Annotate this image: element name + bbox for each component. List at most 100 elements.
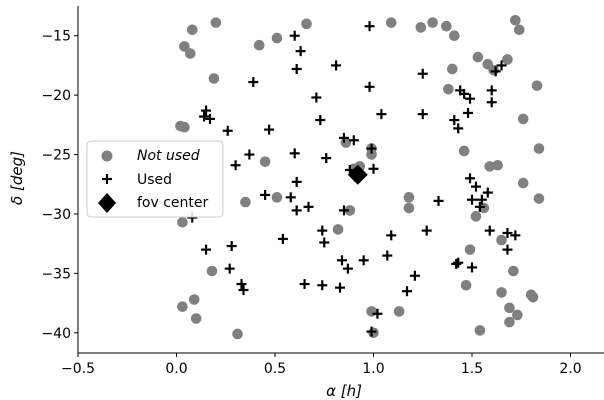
used-point [482,187,493,198]
used-point [315,115,326,126]
legend-marker-fov-center [98,193,116,213]
used-point [336,255,347,266]
x-tick-label: 1.5 [461,361,483,377]
used-point [401,286,412,297]
y-tick-label: −25 [41,148,71,164]
not-used-point [474,325,486,336]
used-point [366,326,377,337]
used-point [236,279,247,290]
used-point [201,105,212,116]
not-used-point [470,211,482,222]
not-used-point [415,22,427,33]
x-axis: −0.5 0.0 0.5 1.0 1.5 2.0 [61,352,604,377]
used-point [289,148,300,159]
not-used-point [502,54,513,65]
used-point [311,92,322,103]
used-point [486,97,497,108]
used-point [467,262,478,273]
used-point [502,227,513,238]
legend-marker-not-used [101,150,113,162]
not-used-point [403,202,415,214]
not-used-point [448,30,460,42]
not-used-point [513,24,525,36]
used-point [409,270,420,281]
used-point [465,173,476,184]
used-point [453,257,464,268]
not-used-point [484,161,496,172]
not-used-point [517,177,529,189]
not-used-point [368,327,379,339]
not-used-point [517,113,529,125]
used-point [201,244,212,255]
not-used-point [259,156,271,167]
fov-center-point [347,164,368,185]
not-used-point [210,17,222,28]
not-used-point [403,192,415,203]
used-point [474,201,485,212]
legend-label-not-used: Not used [137,148,200,164]
y-axis-label: δ [deg] [8,151,26,205]
not-used-point [525,289,537,301]
not-used-point [492,159,503,171]
used-point [319,237,330,248]
plot-area [175,14,545,340]
not-used-point [179,121,190,133]
used-point [335,282,346,293]
not-used-point [188,294,200,305]
x-axis-label: α [h] [326,382,362,400]
used-point [510,230,521,241]
used-point [449,115,460,126]
used-point [358,255,369,266]
used-point [421,225,432,236]
used-point [338,132,349,143]
used-point [342,263,353,274]
used-point [364,81,375,92]
y-axis: −15 −20 −25 −30 −35 −40 [41,6,79,353]
used-point [463,107,474,118]
used-point [264,124,275,135]
not-used-point [186,24,198,36]
not-used-point [177,301,188,312]
used-point [502,244,513,255]
used-point [467,194,478,205]
not-used-point [332,224,344,235]
not-used-point [496,287,507,298]
not-used-point [496,234,507,246]
used-point [476,194,487,205]
used-point [364,21,375,32]
used-point [321,153,332,164]
not-used-point [190,313,202,324]
used-point [338,205,349,216]
used-point [386,230,397,241]
used-point [484,225,495,236]
not-used-point [447,63,458,75]
not-used-point [531,80,543,91]
used-point [224,263,235,274]
used-point [244,149,255,160]
used-point [285,192,296,203]
used-point [331,60,342,71]
x-tick-label: 0.0 [165,361,187,377]
not-used-point [458,145,470,157]
used-point [277,233,288,244]
legend-label-used: Used [137,172,172,188]
not-used-point [240,196,251,208]
not-used-point [533,193,545,204]
not-used-point [504,302,515,314]
used-point [433,195,444,206]
used-point [291,63,302,74]
used-point [366,143,377,154]
not-used-point [232,328,243,340]
legend-frame [86,140,224,218]
used-point [260,189,271,200]
not-used-point [206,265,218,277]
used-point [226,241,237,252]
not-used-point [366,306,377,317]
not-used-point [510,14,521,26]
used-point [417,109,428,120]
legend-label-fov-center: fov center [137,195,209,211]
x-tick-label: 0.5 [264,361,286,377]
not-used-point [344,205,356,216]
not-used-point [533,143,545,154]
